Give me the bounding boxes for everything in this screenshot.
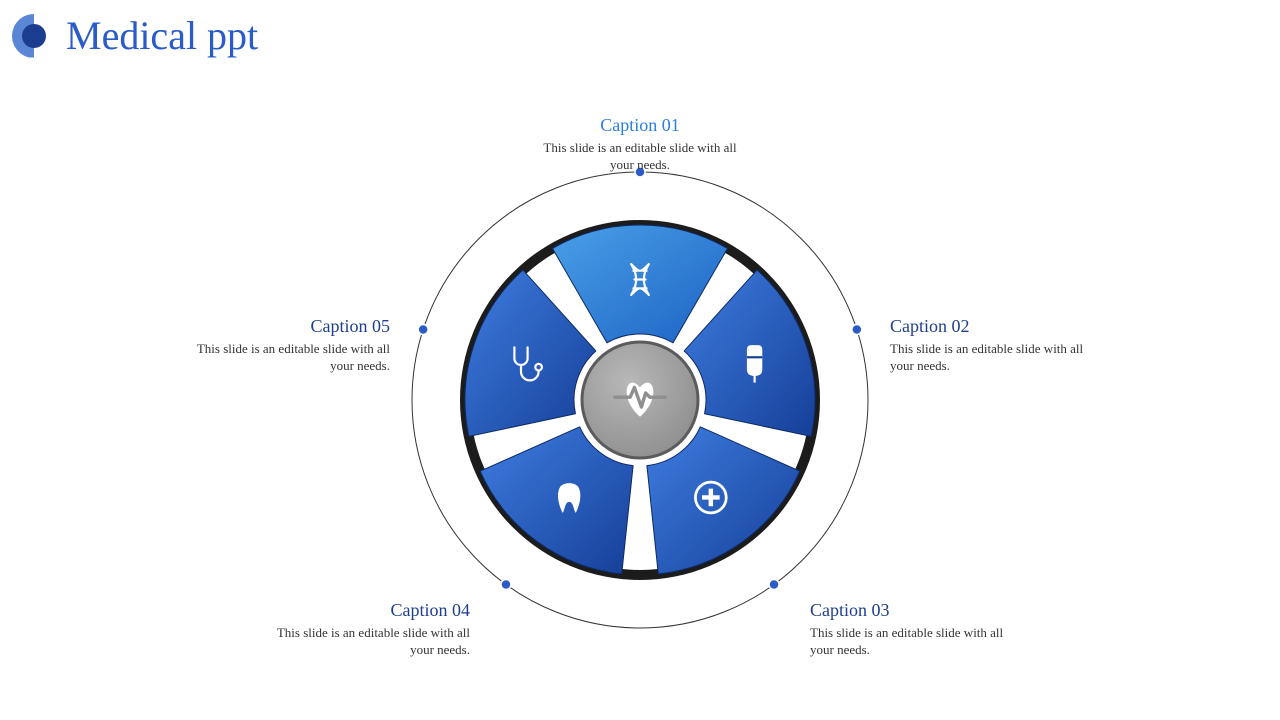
ring-node-dot xyxy=(769,579,779,589)
caption-04-title: Caption 04 xyxy=(270,600,470,621)
caption-02-body: This slide is an editable slide with all… xyxy=(890,341,1090,375)
ring-node-dot xyxy=(418,325,428,335)
caption-03-body: This slide is an editable slide with all… xyxy=(810,625,1010,659)
caption-04-body: This slide is an editable slide with all… xyxy=(270,625,470,659)
ring-node-dot xyxy=(501,579,511,589)
caption-03: Caption 03 This slide is an editable sli… xyxy=(810,600,1010,659)
caption-05-body: This slide is an editable slide with all… xyxy=(190,341,390,375)
caption-04: Caption 04 This slide is an editable sli… xyxy=(270,600,470,659)
ring-node-dot xyxy=(852,325,862,335)
wheel-segment-5 xyxy=(465,270,596,436)
caption-01-title: Caption 01 xyxy=(540,115,740,136)
caption-02-title: Caption 02 xyxy=(890,316,1090,337)
caption-01-body: This slide is an editable slide with all… xyxy=(540,140,740,174)
title-bullet-icon xyxy=(12,14,56,58)
wheel-segment-1 xyxy=(553,225,728,343)
caption-05-title: Caption 05 xyxy=(190,316,390,337)
caption-01: Caption 01 This slide is an editable sli… xyxy=(540,115,740,174)
radial-wheel-diagram xyxy=(380,140,900,660)
caption-03-title: Caption 03 xyxy=(810,600,1010,621)
caption-02: Caption 02 This slide is an editable sli… xyxy=(890,316,1090,375)
caption-05: Caption 05 This slide is an editable sli… xyxy=(190,316,390,375)
slide-title: Medical ppt xyxy=(66,12,258,59)
slide-title-group: Medical ppt xyxy=(12,12,258,59)
